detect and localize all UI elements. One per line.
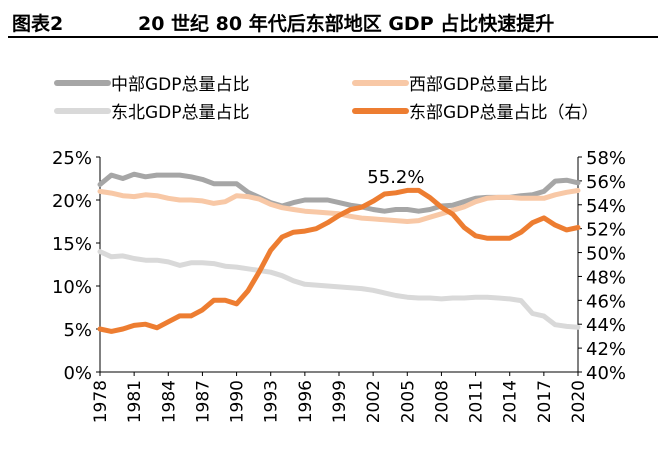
x-tick-label: 2008 — [432, 380, 452, 423]
x-tick-label: 1996 — [296, 380, 316, 423]
right-tick-label: 40% — [586, 363, 626, 384]
right-tick-label: 58% — [586, 148, 626, 169]
left-tick-label: 5% — [63, 320, 92, 341]
x-tick-label: 1978 — [91, 380, 111, 423]
series-line-2 — [97, 249, 581, 330]
figure-title-bar: 图表2 20 世纪 80 年代后东部地区 GDP 占比快速提升 — [8, 4, 658, 38]
right-tick-label: 48% — [586, 267, 626, 288]
peak-annotation: 55.2% — [367, 167, 424, 188]
legend-label-0: 中部GDP总量占比 — [111, 75, 250, 95]
series-line-0 — [97, 171, 581, 214]
figure-number: 图表2 — [12, 13, 64, 35]
right-tick-label: 52% — [586, 220, 626, 241]
x-tick-label: 1984 — [159, 380, 179, 423]
x-tick-label: 1990 — [228, 380, 248, 423]
right-tick-label: 50% — [586, 244, 626, 265]
x-tick-label: 2002 — [364, 380, 384, 423]
x-tick-label: 2017 — [535, 380, 555, 423]
legend-label-3: 东部GDP总量占比（右） — [409, 103, 599, 123]
legend-label-2: 东北GDP总量占比 — [111, 103, 250, 123]
x-tick-label: 2014 — [501, 380, 521, 423]
left-tick-label: 20% — [52, 191, 92, 212]
legend-label-1: 西部GDP总量占比 — [409, 75, 548, 95]
right-tick-label: 54% — [586, 196, 626, 217]
left-tick-label: 10% — [52, 277, 92, 298]
x-tick-label: 1993 — [262, 380, 282, 423]
x-tick-label: 2011 — [467, 380, 487, 423]
x-tick-label: 2005 — [398, 380, 418, 423]
series-line-3 — [97, 187, 581, 334]
left-tick-label: 25% — [52, 148, 92, 169]
left-tick-label: 0% — [63, 363, 92, 384]
right-tick-label: 56% — [586, 172, 626, 193]
x-tick-label: 1999 — [330, 380, 350, 423]
x-tick-label: 1987 — [193, 380, 213, 423]
figure-title: 20 世纪 80 年代后东部地区 GDP 占比快速提升 — [138, 13, 555, 35]
right-tick-label: 42% — [586, 339, 626, 360]
left-tick-label: 15% — [52, 234, 92, 255]
right-tick-label: 46% — [586, 291, 626, 312]
x-tick-label: 1981 — [125, 380, 145, 423]
x-tick-label: 2020 — [569, 380, 589, 423]
right-tick-label: 44% — [586, 315, 626, 336]
